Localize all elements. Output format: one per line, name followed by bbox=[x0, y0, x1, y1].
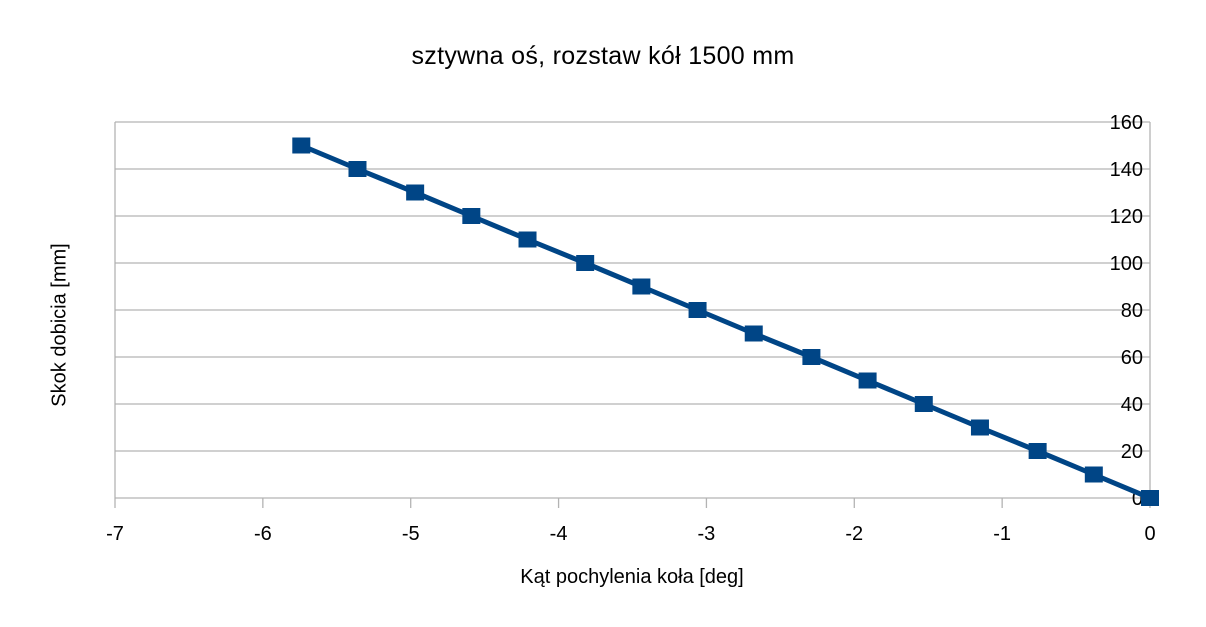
data-point-marker bbox=[1141, 490, 1159, 506]
x-tick-label: -7 bbox=[106, 523, 124, 545]
data-point-marker bbox=[576, 255, 595, 271]
y-tick-label: 20 bbox=[1121, 441, 1143, 463]
data-point-marker bbox=[1084, 466, 1103, 483]
data-point-marker bbox=[518, 231, 537, 248]
data-point-marker bbox=[632, 278, 651, 295]
data-point-marker bbox=[858, 372, 877, 389]
data-point-marker bbox=[462, 208, 481, 224]
x-tick-label: -5 bbox=[402, 523, 420, 545]
x-tick-label: -4 bbox=[550, 523, 568, 545]
y-tick-label: 120 bbox=[1110, 206, 1143, 228]
data-point-marker bbox=[744, 325, 763, 342]
y-tick-label: 100 bbox=[1110, 253, 1143, 275]
y-tick-label: 140 bbox=[1110, 159, 1143, 181]
x-tick-label: -1 bbox=[993, 523, 1011, 545]
data-point-marker bbox=[348, 161, 367, 177]
data-point-marker bbox=[688, 302, 707, 318]
data-point-marker bbox=[914, 396, 933, 412]
chart-title: sztywna oś, rozstaw kół 1500 mm bbox=[411, 42, 795, 70]
data-point-marker bbox=[970, 419, 989, 436]
y-tick-label: 160 bbox=[1110, 112, 1143, 134]
data-point-marker bbox=[1028, 443, 1047, 459]
x-tick-label: -3 bbox=[698, 523, 716, 545]
y-tick-label: 80 bbox=[1121, 300, 1143, 322]
data-point-marker bbox=[292, 137, 311, 154]
data-point-marker bbox=[802, 349, 821, 365]
data-point-marker bbox=[406, 184, 425, 201]
y-tick-label: 0 bbox=[1132, 488, 1143, 510]
series-line bbox=[300, 143, 1151, 501]
x-tick-label: -6 bbox=[254, 523, 272, 545]
y-tick-label: 60 bbox=[1121, 347, 1143, 369]
x-tick-label: -2 bbox=[845, 523, 863, 545]
y-tick-label: 40 bbox=[1121, 394, 1143, 416]
x-tick-label: 0 bbox=[1144, 523, 1155, 545]
x-axis-label: Kąt pochylenia koła [deg] bbox=[520, 566, 744, 588]
